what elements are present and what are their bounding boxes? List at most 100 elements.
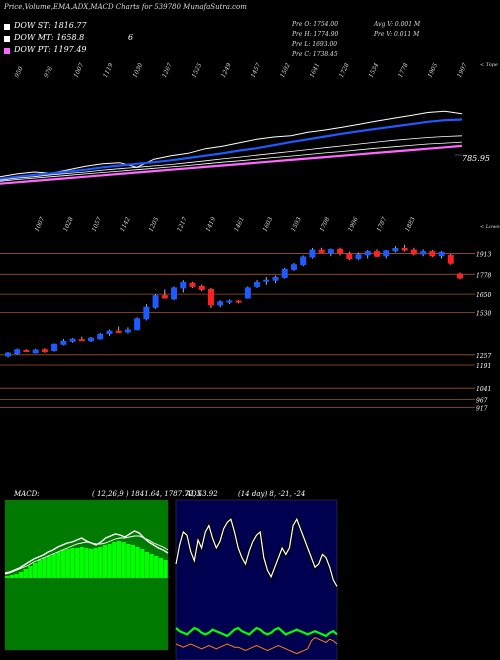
macd-histogram-bar: [23, 569, 28, 578]
macd-histogram-bar: [18, 572, 24, 578]
ema-line-2: [0, 135, 463, 181]
macd-params: ( 12,26,9 ) 1841.64, 1787.72, 53.92: [92, 490, 218, 498]
price-level-label: 1650: [476, 292, 491, 299]
price-top-tick-label: 1057: [90, 216, 103, 233]
candle-body: [78, 339, 85, 342]
candle-body: [189, 282, 196, 287]
ema-top-tick-label: 1119: [102, 62, 115, 79]
macd-histogram-bar: [46, 556, 52, 578]
chart-header-title: Price,Volume,EMA,ADX,MACD Charts for 539…: [4, 3, 247, 11]
macd-histogram-bar: [135, 547, 140, 578]
macd-histogram-bar: [14, 574, 19, 578]
legend-extra-value: 6: [128, 33, 134, 42]
price-level-label: 967: [476, 398, 488, 405]
candle-body: [244, 287, 251, 299]
macd-histogram-bar: [121, 542, 126, 578]
adx-di-minus-line: [175, 637, 338, 655]
candle-body: [106, 330, 113, 335]
price-level-label: 917: [476, 405, 488, 412]
price-top-tick-label: 1996: [347, 216, 360, 233]
candle-body: [171, 287, 178, 300]
adx-title: ADX: [185, 490, 203, 498]
price-level-label: 1530: [476, 311, 491, 318]
candle-body: [143, 306, 150, 320]
macd-histogram-bar: [98, 547, 103, 578]
candle-body: [281, 268, 288, 278]
macd-histogram-bar: [37, 560, 42, 578]
candle-body: [383, 250, 390, 257]
price-top-tick-label: 1883: [404, 216, 417, 233]
price-top-tick-label: 1603: [261, 216, 274, 233]
ema-top-tick-label: 1267: [161, 62, 174, 79]
price-top-tick-label: 1142: [119, 216, 132, 233]
candle-body: [457, 273, 463, 279]
candle-body: [309, 249, 316, 258]
ema-top-tick-label: 1007: [72, 62, 85, 79]
candle-body: [124, 329, 131, 333]
price-level-label: 1041: [476, 386, 491, 393]
candle-body: [318, 249, 325, 253]
adx-params: (14 day) 8, -21, -24: [238, 490, 305, 498]
legend-dow-mt: DOW MT: 1658.8: [14, 33, 85, 42]
price-top-tick-label: 1787: [375, 216, 388, 233]
price-top-tick-label: 1708: [318, 216, 331, 233]
ohlc-close: Pre C: 1738.45: [292, 51, 338, 58]
candle-body: [401, 248, 408, 251]
candle-body: [198, 285, 205, 290]
macd-histogram-bar: [116, 541, 122, 578]
macd-histogram-bar: [65, 549, 70, 578]
macd-histogram-bar: [144, 552, 150, 578]
ema-top-tick-label: 1249: [220, 62, 233, 79]
ema-top-tick-label: 1525: [190, 62, 203, 79]
adx-panel-bg: [175, 499, 338, 660]
candle-body: [115, 330, 122, 333]
candle-body: [207, 288, 214, 306]
adx-di-plus-line: [175, 517, 338, 587]
candle-body: [41, 349, 48, 353]
macd-signal-line: [4, 535, 169, 575]
candle-body: [180, 282, 187, 289]
candle-body: [60, 340, 67, 345]
macd-histogram-bar: [42, 558, 47, 578]
candle-body: [327, 249, 334, 254]
price-level-label: 1257: [476, 353, 491, 360]
price-top-tick-label: 1028: [62, 216, 75, 233]
candle-body: [134, 318, 141, 331]
price-top-tick-label: 1007: [33, 216, 46, 233]
macd-histogram-bar: [158, 558, 164, 578]
avg-volume: Avg V: 0.001 M: [374, 21, 421, 28]
macd-histogram-bar: [28, 566, 33, 578]
macd-histogram-bar: [79, 547, 84, 578]
ema-top-tick-label: 1592: [279, 62, 292, 79]
macd-histogram-bar: [149, 554, 154, 578]
candle-body: [346, 253, 353, 260]
macd-histogram-bar: [102, 545, 108, 578]
candle-body: [429, 251, 436, 257]
ema-top-tick-label: 1457: [249, 62, 262, 79]
price-level-label: 1191: [476, 363, 491, 370]
macd-histogram-bar: [112, 542, 117, 578]
candle-body: [438, 251, 445, 257]
candle-body: [152, 295, 159, 308]
ema-top-tick-label: 1778: [397, 62, 410, 79]
macd-histogram-bar: [126, 544, 131, 578]
macd-histogram-bar: [32, 563, 38, 578]
ohlc-low: Pre L: 1693.00: [292, 41, 338, 48]
candle-body: [217, 301, 224, 306]
macd-histogram-bar: [107, 544, 112, 578]
legend-swatch-mt: [4, 36, 10, 42]
ohlc-high: Pre H: 1774.90: [292, 31, 339, 38]
macd-histogram-bar: [163, 560, 168, 578]
macd-histogram-bar: [74, 548, 80, 578]
candle-body: [32, 349, 39, 354]
ohlc-open: Pre O: 1754.00: [292, 21, 339, 28]
candle-body: [51, 343, 58, 351]
ema-top-tick-label: 1534: [367, 62, 380, 79]
candle-body: [69, 338, 76, 342]
candle-body: [235, 300, 242, 303]
candle-body: [410, 249, 417, 255]
macd-histogram-bar: [70, 548, 75, 578]
candle-body: [290, 264, 297, 270]
ema-top-tick-label: 1728: [338, 62, 351, 79]
ema-top-tick-label: 950: [13, 65, 24, 79]
